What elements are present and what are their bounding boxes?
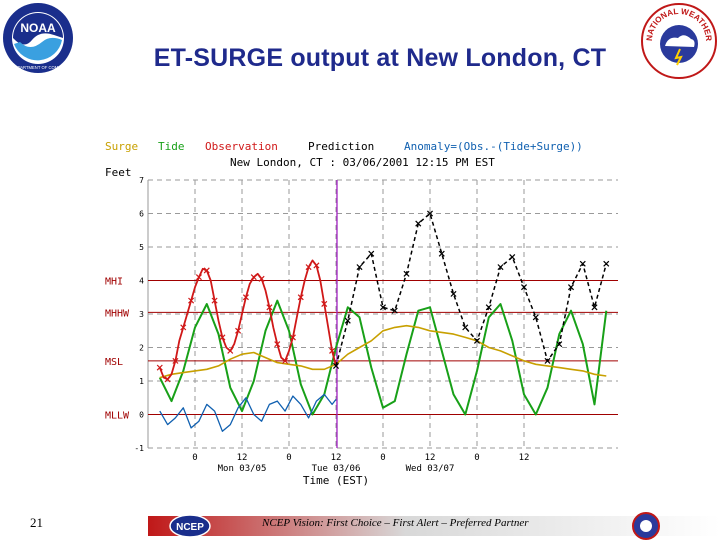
series-point-observation — [321, 300, 328, 307]
series-point-observation — [172, 357, 179, 364]
series-point-prediction — [332, 362, 340, 369]
surge-chart: Surge Tide Observation Prediction Anomaly=(O… — [105, 140, 618, 487]
legend-anomaly-obs-tide-sur: Anomaly=(Obs.-(Tide+Surge)) — [404, 140, 583, 153]
series-point-prediction — [473, 337, 481, 344]
series-point-observation — [313, 262, 320, 269]
y-tick-label: 4 — [139, 277, 144, 286]
series-point-prediction — [497, 264, 504, 271]
x-tick-label: 0 — [380, 453, 385, 463]
series-point-prediction — [591, 304, 598, 311]
x-tick-label: 12 — [519, 453, 530, 463]
datum-label-msl: MSL — [105, 357, 123, 368]
series-point-observation — [211, 297, 218, 304]
series-line-observation — [158, 259, 337, 381]
x-axis-label: Time (EST) — [303, 474, 369, 487]
series-point-prediction — [415, 220, 422, 227]
series-point-prediction — [544, 357, 551, 364]
y-tick-label: 3 — [139, 310, 144, 319]
series-point-prediction — [379, 304, 387, 311]
series-point-prediction — [603, 260, 610, 267]
series-point-prediction — [391, 307, 398, 314]
series-point-observation — [156, 364, 163, 371]
x-day-label: Wed 03/07 — [406, 464, 455, 474]
series-point-prediction — [520, 284, 528, 291]
slide-number: 21 — [30, 515, 43, 530]
series-point-observation — [250, 274, 257, 281]
series-point-prediction — [579, 260, 586, 267]
series-point-observation — [297, 294, 304, 301]
series-point-observation — [305, 264, 312, 271]
series-point-observation — [274, 341, 281, 348]
series-point-observation — [188, 297, 195, 304]
x-tick-label: 12 — [425, 453, 436, 463]
series-point-observation — [282, 357, 289, 364]
y-tick-label: 2 — [139, 344, 144, 353]
series-point-prediction — [426, 210, 434, 217]
slide-title: ET-SURGE output at New London, CT — [153, 44, 607, 72]
series-point-observation — [180, 324, 187, 331]
series-point-prediction — [344, 317, 351, 324]
series-line-prediction — [335, 212, 608, 367]
legend-prediction: Prediction — [308, 140, 374, 153]
x-tick-label: 0 — [474, 453, 479, 463]
datum-label-mhhw: MHHW — [105, 308, 130, 319]
ncep-logo-text: NCEP — [176, 522, 204, 533]
y-tick-label: 6 — [139, 210, 144, 219]
y-tick-label: 5 — [139, 243, 144, 252]
y-tick-label: -1 — [134, 444, 144, 453]
x-tick-label: 12 — [237, 453, 248, 463]
series-point-prediction — [509, 254, 516, 261]
datum-label-mhi: MHI — [105, 277, 123, 288]
series-point-observation — [219, 334, 226, 341]
series-point-observation — [164, 376, 171, 383]
series-point-prediction — [403, 270, 410, 277]
x-day-label: Tue 03/06 — [312, 464, 361, 474]
footer-text: NCEP Vision: First Choice – First Alert … — [262, 517, 529, 529]
series-point-prediction — [532, 314, 539, 321]
series-point-observation — [235, 327, 242, 334]
series-point-prediction — [485, 304, 492, 311]
y-tick-label: 1 — [139, 377, 144, 386]
series-point-observation — [203, 267, 210, 274]
footer-bar — [148, 512, 720, 540]
series-point-observation — [195, 274, 202, 281]
series-line-anomaly — [159, 393, 337, 432]
series-point-prediction — [356, 264, 363, 271]
x-tick-label: 0 — [286, 453, 291, 463]
series-point-observation — [242, 294, 249, 301]
series-point-prediction — [450, 290, 457, 297]
series-line-surge — [159, 324, 607, 379]
y-tick-label: 0 — [139, 411, 144, 420]
series-point-prediction — [438, 250, 445, 257]
y-tick-label: 7 — [139, 176, 144, 185]
series-point-prediction — [567, 284, 575, 291]
series-point-observation — [227, 347, 234, 354]
noaa-logo-ring-text: U.S. DEPARTMENT OF COMMERCE — [3, 65, 74, 70]
series-point-prediction — [462, 324, 469, 331]
legend-observation: Observation — [205, 140, 278, 153]
datum-label-mllw: MLLW — [105, 411, 130, 422]
series-point-observation — [289, 334, 296, 341]
chart-container: Surge Tide Observation Prediction Anomaly=(O… — [100, 132, 620, 490]
series-point-observation — [266, 304, 273, 311]
x-tick-label: 12 — [331, 453, 342, 463]
x-tick-label: 0 — [192, 453, 197, 463]
chart-title: New London, CT : 03/06/2001 12:15 PM EST — [230, 156, 495, 169]
noaa-logo: NOAA U.S. DEPARTMENT OF COMMERCE — [3, 3, 74, 73]
y-axis-label: Feet — [105, 166, 132, 179]
series-point-observation — [329, 347, 336, 354]
ncep-logo: NCEP — [169, 514, 211, 538]
legend-tide: Tide — [158, 140, 185, 153]
series-point-prediction — [368, 250, 375, 257]
series-point-observation — [258, 275, 265, 282]
nws-logo: NATIONAL WEATHER SERVICE — [640, 2, 717, 79]
series-line-tide — [158, 299, 608, 416]
legend-surge: Surge — [105, 140, 138, 153]
x-day-label: Mon 03/05 — [218, 464, 267, 474]
noaa-logo-text: NOAA — [20, 21, 56, 35]
series-point-prediction — [556, 341, 563, 348]
